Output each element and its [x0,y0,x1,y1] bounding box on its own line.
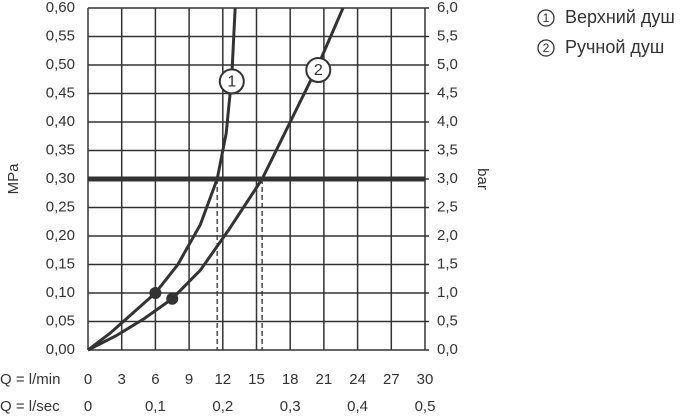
x-tick-label: 30 [417,371,434,388]
y-tick-label: 0,10 [46,284,75,301]
x-tick-label: 15 [248,371,265,388]
curve-label-circle [218,68,245,95]
y2-tick-label: 1,5 [437,255,458,272]
y-tick-label: 0,15 [46,255,75,272]
x-tick-label: 21 [316,371,333,388]
y-tick-label: 0,45 [46,84,75,101]
y-tick-label: 0,60 [46,0,75,16]
y-tick-label: 0,35 [46,141,75,158]
y-tick-label: 0,30 [46,170,75,187]
point-marker [166,292,179,305]
y-tick-label: 0,25 [46,198,75,215]
x-tick-label: 9 [185,371,193,388]
y-tick-label: 0,20 [46,227,75,244]
y2-tick-label: 5,0 [437,56,458,73]
y2-tick-label: 4,0 [437,113,458,130]
x-tick-label: 6 [151,371,159,388]
curve-label-circle [305,57,332,83]
y2-tick-label: 4,5 [437,84,458,101]
x-tick-label: 12 [214,371,231,388]
y-axis-label: MPa [5,163,22,195]
y2-tick-label: 0,0 [437,341,458,358]
y2-tick-label: 5,5 [437,27,458,44]
x-tick-label: 0 [84,371,92,388]
y-tick-label: 0,55 [46,27,75,44]
x-tick-label: 18 [282,371,299,388]
x-tick-label: 3 [118,371,126,388]
curve [87,7,237,352]
y2-tick-label: 3,5 [437,141,458,158]
y-tick-label: 0,40 [46,113,75,130]
y2-tick-label: 6,0 [437,0,458,16]
legend-symbol [537,9,555,27]
y2-tick-label: 0,5 [437,312,458,329]
legend-symbol [537,39,555,57]
x2-tick-label: 0,5 [415,398,436,415]
x2-tick-label: 0,2 [212,398,233,415]
curve-label: 1 [227,74,236,91]
y2-tick-label: 2,0 [437,227,458,244]
x-tick-label: 24 [349,371,366,388]
x-tick-label: 27 [383,371,400,388]
x2-tick-label: 0,3 [280,398,301,415]
y2-tick-label: 1,0 [437,284,458,301]
x2-axis-label: Q = l/sec [0,398,60,415]
y2-axis-label: bar [474,168,491,190]
x2-tick-label: 0,4 [347,398,368,415]
legend-symbol-number: 1 [543,11,550,25]
y-tick-label: 0,05 [46,312,75,329]
curve-label: 2 [314,62,323,79]
y-tick-label: 0,00 [46,341,75,358]
point-marker [149,287,162,299]
y2-tick-label: 3,0 [437,170,458,187]
y2-tick-label: 2,5 [437,198,458,215]
legend-label: Верхний душ [565,7,675,27]
x-axis-label: Q = l/min [0,371,60,388]
legend-label: Ручной душ [565,37,664,57]
curve [87,7,345,352]
legend-symbol-number: 2 [543,41,550,55]
x2-tick-label: 0 [84,398,92,415]
y-tick-label: 0,50 [46,56,75,73]
x2-tick-label: 0,1 [145,398,166,415]
